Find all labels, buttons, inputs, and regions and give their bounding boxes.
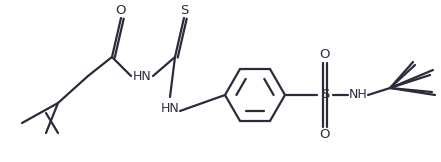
Text: O: O bbox=[320, 48, 330, 62]
Text: O: O bbox=[116, 4, 126, 17]
Text: S: S bbox=[180, 4, 188, 17]
Text: S: S bbox=[321, 88, 329, 102]
Text: HN: HN bbox=[161, 102, 179, 115]
Text: O: O bbox=[320, 128, 330, 141]
Text: NH: NH bbox=[349, 88, 367, 102]
Text: HN: HN bbox=[133, 69, 151, 82]
